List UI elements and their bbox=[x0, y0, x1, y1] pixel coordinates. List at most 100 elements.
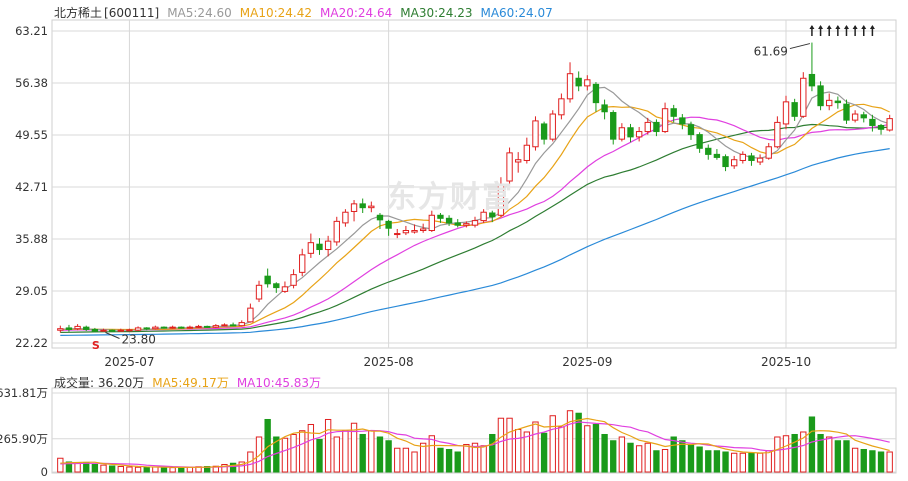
candle-body bbox=[324, 240, 332, 251]
stock-name: 北方稀土 bbox=[54, 6, 103, 20]
candle-body bbox=[601, 104, 608, 113]
volume-bar bbox=[117, 465, 124, 473]
volume-bar bbox=[376, 436, 384, 473]
volume-bar bbox=[696, 446, 703, 473]
volume-bar bbox=[437, 447, 444, 473]
x-tick-label: 2025-07 bbox=[104, 355, 154, 369]
volume-bar bbox=[385, 440, 392, 473]
volume-bar bbox=[160, 466, 168, 473]
volume-bar bbox=[221, 463, 228, 473]
candle-body bbox=[653, 121, 660, 133]
candle-body bbox=[463, 223, 470, 226]
candle-body bbox=[169, 326, 176, 329]
candle-body bbox=[592, 83, 600, 104]
candle-body bbox=[679, 117, 686, 125]
price-tick-label: 49.55 bbox=[15, 128, 48, 142]
candle-body bbox=[549, 113, 556, 140]
volume-bar bbox=[722, 451, 729, 473]
x-tick-label: 2025-09 bbox=[562, 355, 612, 369]
candle-body bbox=[566, 73, 574, 100]
volume-bar bbox=[713, 450, 721, 473]
volume-bar bbox=[869, 450, 876, 473]
candle-body bbox=[610, 112, 617, 140]
volume-bar bbox=[100, 464, 107, 473]
volume-bar bbox=[91, 463, 99, 473]
volume-bar bbox=[791, 433, 798, 473]
ma60-line bbox=[60, 148, 890, 336]
candle-body bbox=[160, 326, 168, 329]
volume-ma5: MA5:49.17万 bbox=[152, 376, 229, 390]
candle-body bbox=[670, 108, 677, 117]
candle-body bbox=[186, 326, 194, 329]
volume-bar bbox=[445, 448, 453, 473]
candle-body bbox=[489, 212, 496, 218]
volume-bar bbox=[169, 467, 176, 473]
candle-body bbox=[273, 283, 280, 289]
candle-body bbox=[350, 203, 358, 212]
candle-body bbox=[126, 329, 133, 332]
event-marker-head bbox=[852, 25, 858, 29]
volume-bar bbox=[860, 448, 867, 473]
watermark: 东方财富 bbox=[386, 180, 514, 215]
candle-body bbox=[532, 120, 539, 148]
volume-bar bbox=[359, 433, 366, 473]
volume-bar bbox=[670, 436, 677, 473]
volume-bar bbox=[255, 436, 263, 473]
volume-bar bbox=[834, 440, 842, 473]
candle-body bbox=[57, 328, 64, 331]
candle-body bbox=[428, 214, 435, 232]
volume-bar bbox=[186, 466, 194, 473]
candle-body bbox=[117, 329, 124, 332]
volume-bar bbox=[83, 462, 90, 473]
volume-bar bbox=[877, 451, 885, 473]
volume-bar bbox=[843, 440, 850, 473]
high-annotation-pointer bbox=[789, 43, 811, 50]
candle-body bbox=[204, 325, 211, 328]
price-tick-label: 63.21 bbox=[15, 24, 48, 38]
candle-body bbox=[687, 124, 695, 136]
candle-body bbox=[765, 146, 772, 159]
event-marker-head bbox=[861, 25, 867, 29]
volume-bar bbox=[739, 452, 746, 473]
candle-body bbox=[134, 327, 142, 331]
candle-body bbox=[221, 324, 228, 327]
volume-bar bbox=[851, 447, 859, 473]
legend-ma10: MA10:24.42 bbox=[239, 6, 313, 20]
legend-ma20: MA20:24.64 bbox=[320, 6, 393, 20]
candle-body bbox=[575, 77, 582, 87]
stock-code: [600111] bbox=[104, 6, 160, 20]
candle-body bbox=[826, 99, 833, 107]
volume-bar bbox=[229, 462, 237, 473]
x-tick-label: 2025-08 bbox=[364, 355, 414, 369]
candle-body bbox=[515, 159, 522, 163]
volume-bar bbox=[566, 410, 574, 473]
volume-label: 成交量: 36.20万 bbox=[54, 376, 145, 390]
volume-bar bbox=[592, 423, 600, 473]
event-marker-head bbox=[809, 25, 815, 29]
volume-bar bbox=[601, 433, 608, 473]
volume-bar bbox=[497, 417, 505, 473]
volume-bar bbox=[402, 447, 410, 473]
volume-bar bbox=[204, 465, 211, 473]
candle-body bbox=[471, 220, 479, 226]
candle-body bbox=[756, 157, 764, 163]
volume-bar bbox=[635, 445, 643, 473]
volume-bar bbox=[324, 418, 332, 473]
candle-body bbox=[774, 121, 781, 148]
candle-body bbox=[454, 222, 461, 226]
candle-body bbox=[523, 144, 531, 161]
candle-body bbox=[91, 328, 99, 332]
legend-ma5: MA5:24.60 bbox=[167, 6, 232, 20]
candle-body bbox=[618, 127, 626, 140]
candle-body bbox=[834, 100, 842, 104]
volume-bar bbox=[178, 466, 185, 473]
volume-bar bbox=[411, 451, 418, 473]
volume-bar bbox=[540, 432, 548, 473]
volume-bar bbox=[627, 442, 634, 473]
event-marker-head bbox=[835, 25, 841, 29]
candle-body bbox=[290, 274, 297, 286]
candle-body bbox=[152, 326, 159, 330]
candle-body bbox=[480, 211, 487, 222]
